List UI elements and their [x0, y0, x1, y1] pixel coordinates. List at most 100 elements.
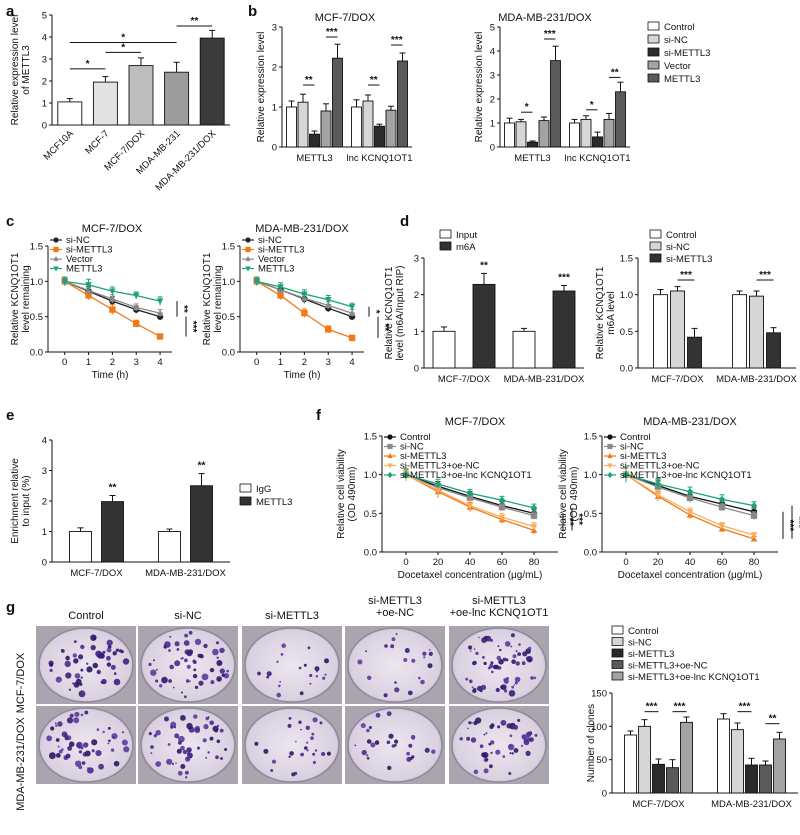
plate-column-label: Control	[68, 610, 103, 622]
colony	[171, 762, 175, 766]
colony	[185, 756, 191, 762]
panel-e-y-axis-label: to input (%)	[21, 475, 32, 526]
colony	[210, 680, 215, 685]
panel-g-chart-y-tick-label: 150	[591, 689, 607, 700]
panel-b-right-bar	[603, 118, 615, 148]
colony	[78, 747, 81, 749]
panel-a-y-tick-label: 2	[42, 77, 47, 88]
colony	[176, 748, 182, 754]
colony	[498, 659, 504, 665]
colony	[172, 686, 175, 689]
colony	[483, 768, 489, 774]
panel-b-right-bar	[569, 122, 580, 148]
colony	[422, 651, 427, 656]
panel-a-y-tick-label: 0	[42, 121, 47, 132]
panel-c-legend-marker	[53, 266, 59, 272]
panel-d-right-bar	[732, 294, 747, 369]
colony	[484, 635, 488, 640]
panel-c-left-title: MCF-7/DOX	[82, 223, 143, 235]
colony	[207, 751, 210, 754]
panel-c-left-y-tick-label: 1.0	[30, 277, 43, 288]
panel-f-label: f	[316, 407, 322, 424]
colony	[215, 641, 220, 645]
colony	[311, 732, 315, 736]
panel-d-left-y-tick-label: 3	[414, 254, 419, 265]
colony	[81, 761, 86, 765]
colony	[514, 676, 521, 683]
panel-e-y-tick-label: 4	[42, 436, 47, 447]
panel-f-left-x-tick-label: 20	[433, 557, 444, 568]
panel-a-significance-label: *	[86, 59, 90, 70]
colony	[212, 648, 219, 656]
panel-c-left-point	[85, 292, 92, 299]
colony	[198, 680, 204, 686]
colony	[189, 680, 191, 683]
colony	[515, 661, 520, 666]
panel-b-left-bar	[297, 101, 309, 148]
panel-a-bar	[92, 81, 118, 126]
panel-g-chart-bar	[666, 767, 679, 794]
colony	[72, 682, 75, 685]
panel-b-legend-0-label: Control	[664, 22, 695, 33]
colony	[174, 733, 180, 739]
colony	[511, 752, 514, 755]
colony	[108, 739, 111, 743]
panel-b-right-y-tick-label: 3	[490, 71, 495, 82]
panel-c-right-point	[301, 309, 308, 317]
colony	[254, 741, 259, 746]
panel-f-left-y-tick-label: 0.0	[364, 548, 377, 559]
panel-f-left-point	[434, 480, 442, 488]
colony	[176, 648, 180, 651]
colony	[370, 742, 376, 748]
panel-f-legend-label: si-METTL3	[400, 451, 446, 462]
panel-d-label: d	[400, 213, 409, 230]
colony	[150, 752, 153, 754]
colony	[203, 643, 208, 649]
colony	[517, 718, 521, 722]
panel-c-legend-label: si-METTL3	[258, 245, 304, 256]
colony	[518, 643, 521, 646]
colony	[57, 721, 63, 727]
panel-e-legend-1-swatch	[239, 496, 252, 506]
panel-b-right-bar	[538, 120, 550, 148]
colony	[388, 733, 394, 739]
panel-d-left-significance-label: **	[480, 260, 488, 271]
panel-f-right-point	[654, 492, 662, 499]
panel-d-right-bar	[749, 295, 764, 369]
colony	[409, 756, 413, 761]
colony	[219, 647, 225, 654]
colony	[123, 746, 130, 753]
colony	[374, 740, 380, 745]
panel-f-right-point	[686, 494, 694, 502]
colony	[428, 651, 433, 657]
panel-e-y-axis-label: Enrichment relative	[10, 458, 21, 544]
colony	[298, 666, 302, 670]
colony	[150, 669, 157, 676]
colony	[497, 666, 502, 670]
colony	[113, 678, 121, 686]
colony	[107, 726, 111, 730]
colony	[216, 656, 219, 659]
colony	[76, 741, 83, 749]
panel-c-left-point	[156, 309, 164, 316]
panel-f-left-title: MCF-7/DOX	[445, 416, 506, 428]
panel-c-left-point	[109, 306, 116, 313]
panel-f-right-x-tick-label: 0	[623, 557, 628, 568]
colony	[471, 722, 473, 724]
colony	[184, 633, 189, 638]
colony	[513, 684, 516, 686]
colony	[469, 679, 473, 684]
colony	[205, 756, 208, 759]
colony	[74, 711, 80, 717]
colony	[112, 736, 115, 739]
panel-f-right-x-tick-label: 60	[717, 557, 728, 568]
colony	[508, 772, 512, 775]
colony	[470, 650, 472, 652]
panel-c-legend-marker	[53, 237, 59, 243]
colony	[197, 653, 202, 658]
panel-c-left-y-tick-label: 1.5	[30, 242, 43, 253]
panel-c-right-x-tick-label: 3	[326, 357, 331, 368]
colony	[306, 749, 309, 752]
colony	[174, 660, 181, 667]
panel-f-right-point	[750, 501, 758, 510]
